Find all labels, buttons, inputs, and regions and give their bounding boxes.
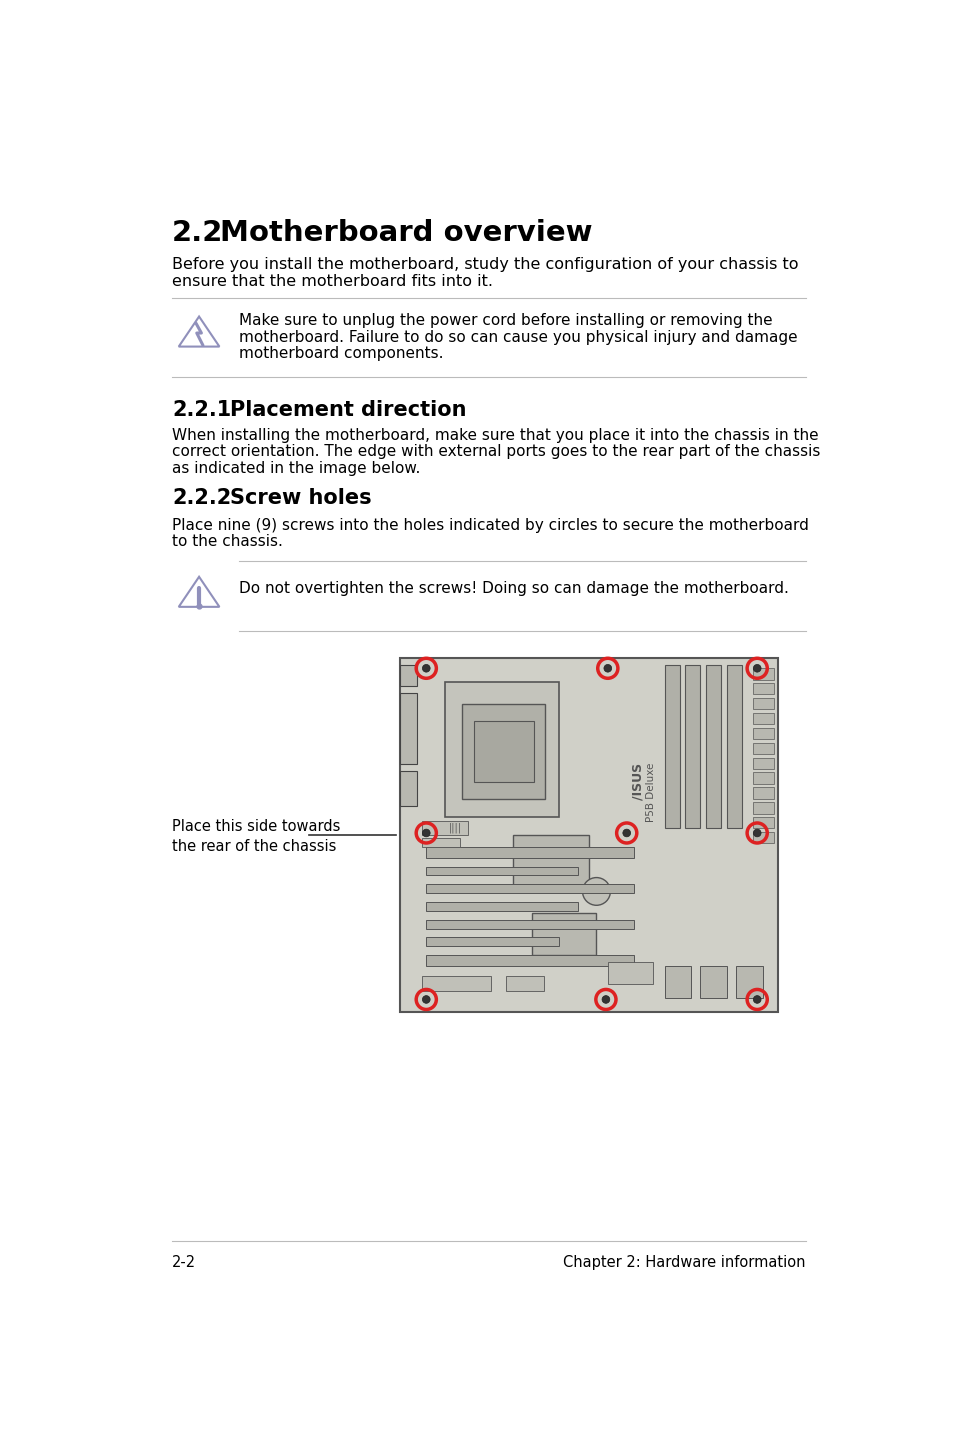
Text: to the chassis.: to the chassis. — [172, 533, 282, 549]
Circle shape — [753, 664, 760, 672]
Text: 2-2: 2-2 — [172, 1255, 196, 1270]
Text: 2.2.2: 2.2.2 — [172, 489, 231, 508]
FancyBboxPatch shape — [753, 758, 774, 769]
Text: as indicated in the image below.: as indicated in the image below. — [172, 460, 420, 476]
Circle shape — [422, 995, 430, 1004]
Text: 2.2: 2.2 — [172, 219, 223, 247]
Text: Chapter 2: Hardware information: Chapter 2: Hardware information — [563, 1255, 805, 1270]
FancyBboxPatch shape — [700, 966, 726, 998]
Circle shape — [582, 877, 610, 906]
Circle shape — [601, 995, 609, 1004]
FancyBboxPatch shape — [753, 787, 774, 798]
FancyBboxPatch shape — [426, 847, 634, 858]
FancyBboxPatch shape — [664, 664, 679, 828]
Text: motherboard components.: motherboard components. — [239, 345, 443, 361]
FancyBboxPatch shape — [684, 664, 700, 828]
FancyBboxPatch shape — [426, 867, 577, 876]
Text: Motherboard overview: Motherboard overview — [220, 219, 592, 247]
Circle shape — [753, 995, 760, 1004]
FancyBboxPatch shape — [473, 722, 534, 782]
FancyBboxPatch shape — [426, 902, 577, 910]
FancyBboxPatch shape — [426, 920, 634, 929]
FancyBboxPatch shape — [753, 697, 774, 709]
Text: ensure that the motherboard fits into it.: ensure that the motherboard fits into it… — [172, 275, 493, 289]
FancyBboxPatch shape — [445, 683, 558, 817]
Circle shape — [422, 830, 430, 837]
FancyBboxPatch shape — [753, 772, 774, 784]
FancyBboxPatch shape — [736, 966, 762, 998]
FancyBboxPatch shape — [753, 833, 774, 843]
FancyBboxPatch shape — [753, 817, 774, 828]
Circle shape — [753, 830, 760, 837]
Text: When installing the motherboard, make sure that you place it into the chassis in: When installing the motherboard, make su… — [172, 429, 818, 443]
Text: Place nine (9) screws into the holes indicated by circles to secure the motherbo: Place nine (9) screws into the holes ind… — [172, 518, 808, 532]
FancyBboxPatch shape — [422, 838, 460, 847]
FancyBboxPatch shape — [726, 664, 741, 828]
Text: Screw holes: Screw holes — [230, 489, 372, 508]
Text: motherboard. Failure to do so can cause you physical injury and damage: motherboard. Failure to do so can cause … — [239, 329, 797, 345]
Text: Place this side towards
the rear of the chassis: Place this side towards the rear of the … — [172, 820, 340, 854]
Text: ||||: |||| — [449, 823, 461, 833]
FancyBboxPatch shape — [426, 955, 634, 966]
FancyBboxPatch shape — [753, 669, 774, 680]
FancyBboxPatch shape — [422, 821, 467, 835]
FancyBboxPatch shape — [753, 742, 774, 754]
FancyBboxPatch shape — [705, 664, 720, 828]
FancyBboxPatch shape — [461, 703, 545, 800]
Text: Before you install the motherboard, study the configuration of your chassis to: Before you install the motherboard, stud… — [172, 257, 798, 272]
Circle shape — [622, 830, 630, 837]
Text: Placement direction: Placement direction — [230, 400, 466, 420]
FancyBboxPatch shape — [664, 966, 690, 998]
FancyBboxPatch shape — [426, 938, 558, 946]
FancyBboxPatch shape — [426, 884, 634, 893]
Text: correct orientation. The edge with external ports goes to the rear part of the c: correct orientation. The edge with exter… — [172, 444, 820, 459]
Text: 2.2.1: 2.2.1 — [172, 400, 231, 420]
FancyBboxPatch shape — [753, 802, 774, 814]
Text: P5B Deluxe: P5B Deluxe — [645, 762, 656, 823]
FancyBboxPatch shape — [422, 976, 490, 991]
FancyBboxPatch shape — [513, 835, 588, 887]
Circle shape — [422, 664, 430, 672]
FancyBboxPatch shape — [399, 771, 416, 807]
Text: /ISUS: /ISUS — [631, 764, 644, 800]
Circle shape — [603, 664, 611, 672]
FancyBboxPatch shape — [753, 683, 774, 695]
Text: Do not overtighten the screws! Doing so can damage the motherboard.: Do not overtighten the screws! Doing so … — [239, 581, 788, 595]
FancyBboxPatch shape — [399, 657, 778, 1012]
FancyBboxPatch shape — [505, 976, 543, 991]
Text: Make sure to unplug the power cord before installing or removing the: Make sure to unplug the power cord befor… — [239, 313, 772, 328]
FancyBboxPatch shape — [607, 962, 653, 984]
FancyBboxPatch shape — [399, 664, 416, 686]
FancyBboxPatch shape — [753, 713, 774, 725]
FancyBboxPatch shape — [753, 728, 774, 739]
FancyBboxPatch shape — [532, 913, 596, 955]
FancyBboxPatch shape — [399, 693, 416, 764]
